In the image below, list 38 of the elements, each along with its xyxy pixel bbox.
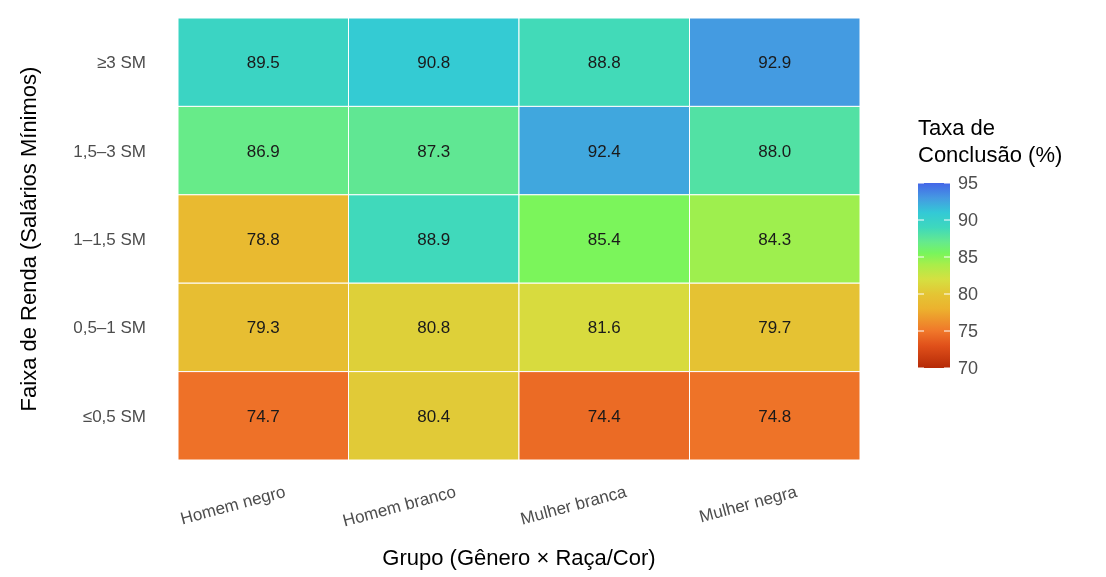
y-tick-label: 1,5–3 SM [73, 141, 146, 161]
data-label: 88.0 [758, 141, 792, 161]
color-bar-label: 75 [958, 321, 979, 342]
data-label: 92.4 [587, 141, 621, 161]
color-bar-label: 85 [958, 247, 979, 268]
data-label: 74.8 [758, 406, 792, 426]
data-label: 92.9 [758, 53, 792, 73]
x-tick-label: Mulher branca [518, 481, 629, 529]
data-label: 85.4 [587, 229, 621, 249]
data-label: 79.3 [246, 318, 280, 338]
color-bar-label: 70 [958, 358, 979, 379]
y-axis-title: Faixa de Renda (Salários Mínimos) [16, 66, 41, 412]
x-tick-label: Homem branco [340, 482, 458, 531]
data-label: 87.3 [417, 141, 451, 161]
x-tick-label: Mulher negra [697, 481, 800, 527]
color-bar-label: 80 [958, 284, 979, 305]
color-bar-label: 90 [958, 210, 979, 231]
data-label: 81.6 [587, 318, 621, 338]
data-label: 89.5 [246, 53, 280, 73]
x-tick-label: Homem negro [178, 482, 288, 529]
data-label: 80.4 [417, 406, 451, 426]
data-label: 80.8 [417, 318, 451, 338]
data-label: 74.4 [587, 406, 621, 426]
y-tick-label: 0,5–1 SM [73, 318, 146, 338]
y-tick-label: ≤0,5 SM [82, 406, 146, 426]
data-label: 88.9 [417, 229, 451, 249]
data-label: 79.7 [758, 318, 792, 338]
color-bar-label: 95 [958, 173, 979, 194]
data-label: 86.9 [246, 141, 280, 161]
data-label: 90.8 [417, 53, 451, 73]
x-axis-title: Grupo (Gênero × Raça/Cor) [382, 545, 656, 570]
data-label: 78.8 [246, 229, 280, 249]
y-tick-label: ≥3 SM [96, 53, 146, 73]
data-label: 74.7 [246, 406, 280, 426]
data-label: 88.8 [587, 53, 621, 73]
data-label: 84.3 [758, 229, 792, 249]
color-bar-title: Taxa de Conclusão (%) [918, 115, 1063, 167]
y-tick-label: 1–1,5 SM [73, 229, 146, 249]
